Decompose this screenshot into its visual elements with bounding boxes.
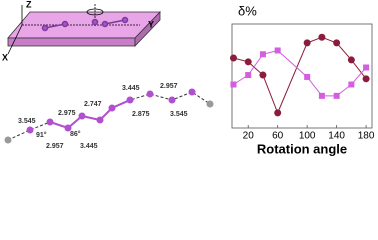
x-tick-label: 140 [328,131,345,142]
slab-side [134,11,161,47]
chain [4,88,214,144]
axis-name: Z [26,0,32,9]
point [333,39,341,47]
distance-label: 2.975 [58,110,76,117]
series-line [233,36,367,115]
plot-frame [231,23,373,129]
point [347,56,355,64]
distance-label: 3.445 [122,85,140,92]
point [229,54,237,62]
series-line [233,49,367,97]
distance-label: 3.545 [170,111,188,118]
point [274,47,281,54]
x-axis-title: Rotation angle [257,141,347,156]
point [363,64,370,71]
slab-front [7,37,136,47]
x-tick-label: 100 [299,131,316,142]
point [245,72,252,79]
distance-label: 2.957 [160,83,178,90]
point [348,81,355,88]
x-tick-label: 60 [272,131,284,142]
x-axis [7,24,23,55]
x-tick-label: 20 [243,131,255,142]
distance-label: 2.747 [84,101,102,108]
angle-label: 91° [36,131,47,139]
distance-label: 3.445 [80,143,98,150]
distance-label: 2.957 [46,143,64,150]
point [274,109,282,117]
point [230,81,237,88]
point [259,51,266,58]
surface-molecule [41,16,129,32]
distance-label: 2.875 [132,111,150,118]
axis-name: Y [148,19,154,29]
point [259,71,267,79]
chart-title: δ% [238,3,257,18]
angle-label: 86° [70,130,81,138]
point [333,92,340,99]
distance-label: 3.545 [18,118,36,125]
point [318,33,326,41]
point [362,75,370,83]
x-tick-label: 180 [358,131,375,142]
point [244,58,252,66]
point [304,73,311,80]
figure: Z Y X 3.545 2.975 91° 86° 2.957 3.445 2.… [2,0,375,156]
point [318,92,325,99]
axis-name: X [2,52,8,62]
point [303,39,311,47]
